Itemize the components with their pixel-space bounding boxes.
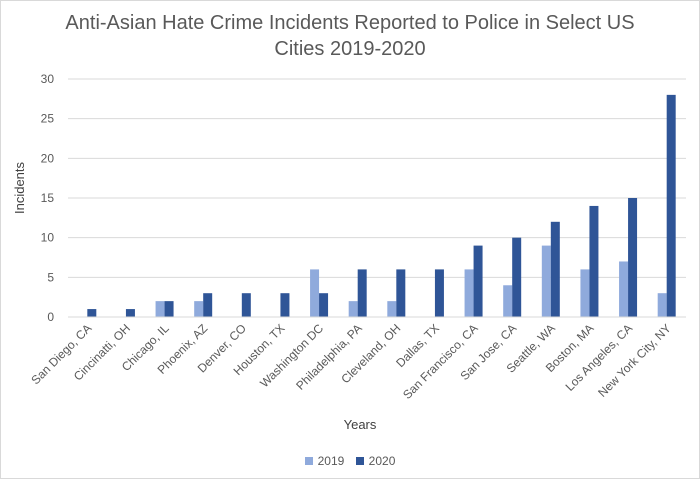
bar-2020 <box>241 293 251 317</box>
bar-2020 <box>164 301 174 317</box>
bar-2020 <box>357 269 367 317</box>
y-axis-ticks: 0 5 10 15 20 25 30 <box>41 72 55 324</box>
y-tick-label: 5 <box>47 270 54 284</box>
bar-2020 <box>628 198 638 317</box>
bar-2020 <box>87 309 97 317</box>
legend-swatch-2020 <box>355 457 364 465</box>
bar-2020 <box>550 221 560 317</box>
bar-2019 <box>541 245 551 317</box>
bar-2020 <box>666 94 676 317</box>
y-tick-label: 0 <box>47 310 54 324</box>
bar-2019 <box>194 301 204 317</box>
bar-2019 <box>580 269 590 317</box>
bar-2020 <box>203 293 213 317</box>
bar-2020 <box>125 309 135 317</box>
bars <box>87 94 676 317</box>
y-tick-label: 15 <box>41 191 55 205</box>
y-tick-label: 20 <box>41 151 55 165</box>
bar-2020 <box>319 293 329 317</box>
legend-label-2020: 2020 <box>368 454 396 468</box>
legend: 2019 2020 <box>0 454 700 468</box>
bar-2019 <box>657 293 667 317</box>
y-tick-label: 30 <box>41 72 55 86</box>
bar-2020 <box>512 237 522 317</box>
y-axis-title: Incidents <box>12 161 27 214</box>
legend-swatch-2019 <box>304 457 313 465</box>
bar-2020 <box>434 269 444 317</box>
x-tick-label: Philadelphia, PA <box>293 321 365 393</box>
legend-label-2019: 2019 <box>317 454 345 468</box>
bar-2019 <box>310 269 320 317</box>
legend-item-2019: 2019 <box>304 454 345 468</box>
x-axis-title: Years <box>344 417 377 432</box>
bar-2019 <box>387 301 397 317</box>
y-tick-label: 25 <box>41 112 55 126</box>
x-tick-label: New York City, NY <box>595 321 674 400</box>
bar-2020 <box>589 205 599 317</box>
bar-2019 <box>503 285 513 317</box>
bar-2019 <box>348 301 358 317</box>
bar-2019 <box>464 269 474 317</box>
x-tick-label: Los Angeles, CA <box>563 321 636 394</box>
bar-2020 <box>280 293 290 317</box>
bar-2019 <box>619 261 629 317</box>
y-tick-label: 10 <box>41 231 55 245</box>
bar-2020 <box>396 269 406 317</box>
legend-item-2020: 2020 <box>355 454 396 468</box>
chart-title-line-2: Cities 2019-2020 <box>274 38 426 60</box>
bar-2019 <box>155 301 165 317</box>
chart-title-line-1: Anti-Asian Hate Crime Incidents Reported… <box>65 12 635 34</box>
chart-title: Anti-Asian Hate Crime Incidents Reported… <box>0 10 700 62</box>
bar-2020 <box>473 245 483 317</box>
